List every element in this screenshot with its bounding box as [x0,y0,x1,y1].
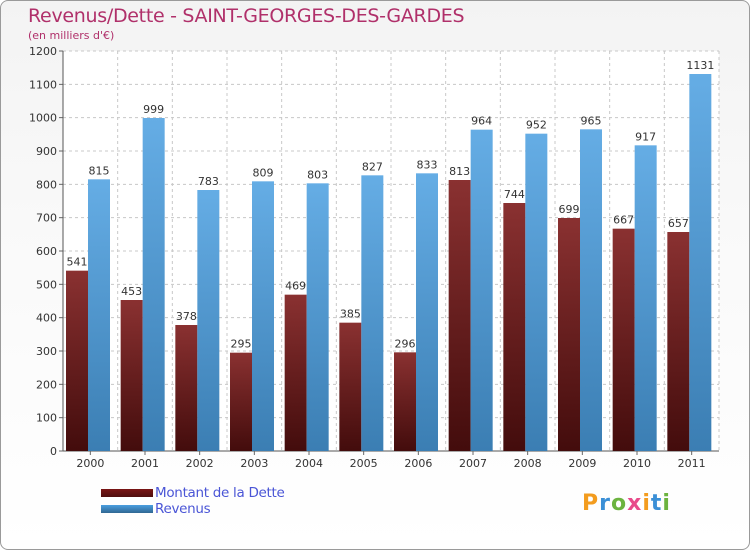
data-label-revenus: 917 [635,130,656,143]
logo-letter: P [582,491,600,516]
bar-dette [394,352,416,451]
x-tick-label: 2003 [240,457,268,470]
y-tick-label: 400 [36,312,57,325]
data-label-revenus: 965 [581,114,602,127]
y-tick-label: 800 [36,178,57,191]
y-tick-label: 0 [50,445,57,458]
x-tick-label: 2004 [295,457,323,470]
legend: Montant de la Dette Revenus [101,485,285,517]
legend-swatch-dette [101,489,153,497]
bar-revenus [580,129,602,452]
legend-label-revenus: Revenus [155,501,211,517]
bar-revenus [361,175,384,452]
y-tick-label: 1100 [29,78,57,91]
bar-revenus [470,129,493,451]
x-tick-label: 2006 [404,457,432,470]
data-label-dette: 744 [504,188,525,201]
x-tick-label: 2000 [76,457,104,470]
data-label-revenus: 999 [143,103,164,116]
data-label-dette: 699 [559,203,580,216]
x-tick-label: 2010 [623,457,651,470]
bar-revenus [525,133,548,451]
data-label-dette: 453 [121,285,142,298]
x-tick-label: 2007 [459,457,487,470]
x-tick-label: 2005 [350,457,378,470]
data-label-dette: 296 [395,337,416,350]
y-tick-label: 100 [36,412,57,425]
data-label-revenus: 833 [417,158,438,171]
x-tick-label: 2008 [514,457,542,470]
y-tick-label: 200 [36,378,57,391]
bar-dette [558,218,580,451]
data-label-revenus: 952 [526,119,547,132]
bar-revenus [252,181,274,452]
y-tick-label: 1200 [29,45,57,58]
y-tick-label: 600 [36,245,57,258]
bar-dette [120,300,143,451]
legend-item-revenus: Revenus [101,501,285,517]
y-tick-label: 300 [36,345,57,358]
legend-swatch-revenus [101,505,153,513]
data-label-dette: 667 [613,214,634,227]
logo-letter: x [627,491,643,516]
logo-letter: r [599,491,611,516]
data-label-dette: 295 [231,338,252,351]
x-tick-label: 2001 [131,457,159,470]
data-label-dette: 378 [176,310,197,323]
bar-revenus [689,74,712,451]
bar-revenus [142,118,165,451]
x-tick-label: 2009 [568,457,596,470]
data-label-revenus: 1131 [686,59,714,72]
bar-revenus [88,179,110,452]
logo-letter: o [610,491,628,516]
data-label-dette: 813 [449,165,470,178]
bar-dette [230,352,252,451]
bar-dette [667,232,690,451]
y-tick-label: 500 [36,278,57,291]
bar-dette [503,203,526,451]
legend-label-dette: Montant de la Dette [155,485,285,501]
data-label-dette: 657 [668,217,689,230]
bar-dette [339,322,362,451]
x-tick-label: 2002 [186,457,214,470]
data-label-dette: 469 [285,280,306,293]
data-label-dette: 541 [67,256,88,269]
y-tick-label: 1000 [29,112,57,125]
data-label-revenus: 783 [198,175,219,188]
data-label-revenus: 827 [362,160,383,173]
bar-revenus [306,183,329,452]
data-label-revenus: 964 [471,115,492,128]
data-label-revenus: 809 [253,166,274,179]
data-label-revenus: 815 [89,164,110,177]
x-tick-label: 2011 [678,457,706,470]
proxiti-logo: Proxiti [582,491,671,516]
bar-dette [66,270,88,451]
y-tick-label: 900 [36,145,57,158]
bar-revenus [197,190,220,451]
chart-title: Revenus/Dette - SAINT-GEORGES-DES-GARDES [28,5,465,27]
legend-item-dette: Montant de la Dette [101,485,285,501]
data-label-revenus: 803 [307,168,328,181]
y-tick-label: 700 [36,212,57,225]
logo-letter: t [650,491,663,516]
logo-letter: i [642,491,651,516]
bar-dette [448,180,471,451]
bar-revenus [634,145,657,452]
bar-dette [175,325,198,451]
data-label-dette: 385 [340,308,361,321]
logo-letter: i [662,491,671,516]
bar-revenus [416,173,438,452]
bar-dette [612,228,635,451]
bar-dette [284,294,307,451]
chart-subtitle: (en milliers d'€) [28,29,115,42]
